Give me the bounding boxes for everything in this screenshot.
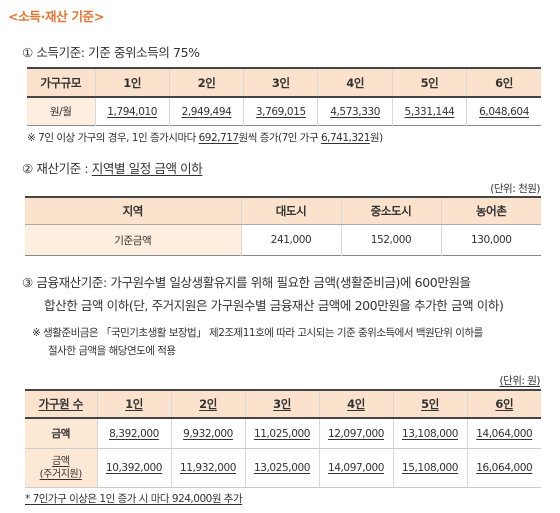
- amount-4p: 12,097,000: [318, 418, 393, 449]
- income-value-3p: 3,769,015: [243, 97, 318, 126]
- property-value-rural: 130,000: [440, 224, 541, 256]
- col-2p: 2인: [168, 68, 244, 98]
- financial-table-header: 가구원 수 1인 2인 3인 4인 5인 6인: [25, 390, 541, 419]
- col-region: 지역: [25, 197, 241, 225]
- col-6p: 6인: [466, 390, 541, 419]
- col-rural: 농어촌: [440, 197, 541, 225]
- col-small-city: 중소도시: [340, 197, 441, 225]
- amount-6p: 14,064,000: [466, 418, 541, 449]
- amount-1p: 8,392,000: [96, 418, 171, 449]
- col-1p: 1인: [96, 390, 171, 419]
- note-amount: 692,717: [198, 132, 239, 144]
- housing-amount-1p: 10,392,000: [96, 448, 171, 488]
- amount-3p: 11,025,000: [244, 418, 319, 449]
- property-table: 지역 대도시 중소도시 농어촌 기준금액 241,000 152,000 130…: [25, 196, 541, 256]
- col-6p: 6인: [466, 68, 541, 98]
- col-4p: 4인: [317, 68, 393, 98]
- row-label: 원/월: [27, 97, 95, 126]
- income-value-5p: 5,331,144: [391, 97, 467, 126]
- property-unit: (단위: 천원): [490, 183, 540, 195]
- financial-criteria-heading-line1: ③ 금융재산기준: 가구원수별 일상생활유지를 위해 필요한 금액(생활준비금)…: [22, 275, 471, 290]
- property-table-header: 지역 대도시 중소도시 농어촌: [25, 197, 541, 225]
- housing-amount-2p: 11,932,000: [170, 448, 245, 488]
- row-label-amount: 금액: [25, 418, 97, 449]
- financial-footnote: * 7인가구 이상은 1인 증가 시 마다 924,000원 추가: [25, 493, 243, 505]
- table-row: 기준금액 241,000 152,000 130,000: [25, 224, 541, 256]
- housing-amount-6p: 16,064,000: [466, 448, 541, 488]
- amount-5p: 13,108,000: [392, 418, 467, 449]
- financial-note-line1: ※ 생활준비금은 「국민기초생활 보장법」 제2조제11호에 따라 고시되는 기…: [32, 327, 483, 339]
- col-1p: 1인: [94, 68, 170, 98]
- note-total: 6,741,321: [320, 132, 370, 144]
- col-2p: 2인: [170, 390, 245, 419]
- income-table-header: 가구규모 1인 2인 3인 4인 5인 6인: [27, 68, 541, 98]
- col-3p: 3인: [243, 68, 318, 98]
- income-note: ※ 7인 이상 가구의 경우, 1인 증가시마다 692,717원씩 증가(7인…: [27, 132, 383, 144]
- row-label: 기준금액: [25, 224, 241, 256]
- financial-unit: (단위: 원): [499, 375, 540, 387]
- income-value-1p: 1,794,010: [94, 97, 170, 126]
- property-value-metro: 241,000: [240, 224, 341, 256]
- table-row: 금액 8,392,000 9,932,000 11,025,000 12,097…: [25, 418, 541, 449]
- housing-amount-5p: 15,108,000: [392, 448, 467, 488]
- housing-amount-3p: 13,025,000: [244, 448, 319, 488]
- col-metro: 대도시: [240, 197, 341, 225]
- col-3p: 3인: [244, 390, 319, 419]
- property-criteria-heading: ② 재산기준 : 지역별 일정 금액 이하: [22, 161, 203, 176]
- table-row: 원/월 1,794,010 2,949,494 3,769,015 4,573,…: [27, 97, 541, 126]
- housing-amount-4p: 14,097,000: [318, 448, 393, 488]
- financial-note-line2: 절사한 금액을 해당연도에 적용: [48, 345, 176, 357]
- income-criteria-heading: ① 소득기준: 기준 중위소득의 75%: [22, 45, 200, 60]
- col-5p: 5인: [391, 68, 467, 98]
- income-value-2p: 2,949,494: [168, 97, 244, 126]
- income-table: 가구규모 1인 2인 3인 4인 5인 6인 원/월 1,794,010 2,9…: [27, 67, 541, 126]
- financial-table: 가구원 수 1인 2인 3인 4인 5인 6인 금액 8,392,000 9,9…: [25, 389, 541, 488]
- financial-criteria-heading-line2: 합산한 금액 이하(단, 주거지원은 가구원수별 금융재산 금액에 200만원을…: [44, 298, 504, 313]
- income-value-4p: 4,573,330: [317, 97, 393, 126]
- section-title: <소득·재산 기준>: [8, 9, 105, 24]
- income-value-6p: 6,048,604: [466, 97, 541, 126]
- row-label-housing: 금액 (주거지원): [25, 448, 97, 488]
- col-members: 가구원 수: [25, 390, 97, 419]
- table-row: 금액 (주거지원) 10,392,000 11,932,000 13,025,00…: [25, 448, 541, 488]
- col-household-size: 가구규모: [27, 68, 95, 98]
- col-5p: 5인: [392, 390, 467, 419]
- amount-2p: 9,932,000: [170, 418, 245, 449]
- property-value-small-city: 152,000: [340, 224, 441, 256]
- col-4p: 4인: [318, 390, 393, 419]
